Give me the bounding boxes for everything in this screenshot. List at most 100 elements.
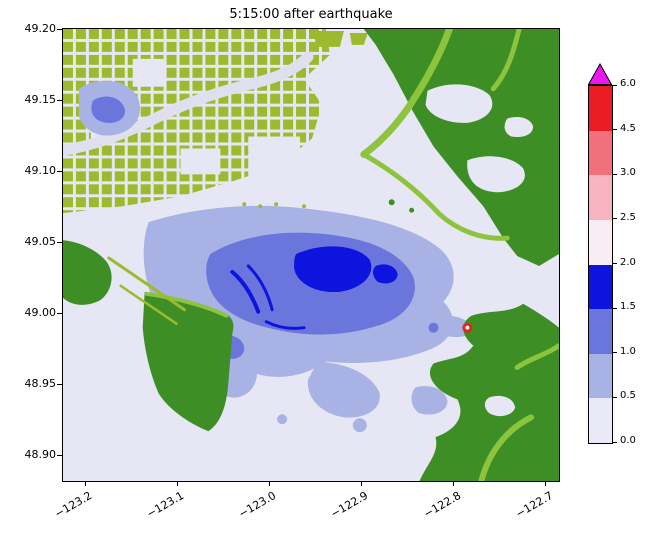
y-tick-label: 49.10 xyxy=(24,164,57,178)
jetty-2 xyxy=(119,284,178,325)
x-tick-label: −122.8 xyxy=(420,489,463,521)
river-channel xyxy=(63,51,314,156)
deep-streak-3 xyxy=(264,320,306,330)
y-tick-label: 49.15 xyxy=(24,93,57,107)
urban-hole-1 xyxy=(132,58,167,87)
y-tick-mark xyxy=(57,28,62,30)
colorbar-tick-label: 2.0 xyxy=(620,256,636,268)
bay-speck-4 xyxy=(302,204,307,209)
x-tick-mark xyxy=(452,482,454,486)
colorbar-segment xyxy=(589,175,612,220)
y-tick-mark xyxy=(57,241,62,243)
x-tick-label: −122.9 xyxy=(328,489,371,521)
peninsula-edge xyxy=(144,291,229,318)
y-tick-label: 49.05 xyxy=(24,235,57,249)
bay-speck-1 xyxy=(242,202,247,207)
mid-patch-inlet xyxy=(428,322,439,333)
colorbar-segment xyxy=(589,398,612,443)
bay-speck-5 xyxy=(388,199,395,206)
colorbar-tick-label: 1.5 xyxy=(620,301,636,313)
se-inlet xyxy=(484,395,516,417)
colorbar-extend-triangle xyxy=(588,63,613,85)
x-tick-label: −123.1 xyxy=(144,489,187,521)
x-tick-mark xyxy=(268,482,270,486)
forest-inlet-2 xyxy=(467,156,525,193)
map-canvas xyxy=(63,29,559,481)
colorbar-segment xyxy=(589,219,612,265)
peninsula-green xyxy=(142,291,234,432)
colorbar-tick-label: 0.0 xyxy=(620,435,636,446)
rivermouth-flood-mid xyxy=(91,96,126,123)
colorbar-segment xyxy=(589,264,612,310)
colorbar-tick-label: 6.0 xyxy=(620,78,636,89)
colorbar-segment xyxy=(589,130,612,176)
colorbar-tick-mark xyxy=(613,307,617,309)
y-tick-mark xyxy=(57,312,62,314)
forest-edge-band xyxy=(361,151,510,241)
shore-west-green xyxy=(63,240,112,305)
y-tick-mark xyxy=(57,454,62,456)
urban-block-b xyxy=(349,32,368,45)
y-tick-label: 48.90 xyxy=(24,448,57,462)
colorbar-tick-label: 0.5 xyxy=(620,390,636,402)
y-tick-label: 49.20 xyxy=(24,22,57,36)
se-river-1 xyxy=(478,414,535,481)
colorbar-segment xyxy=(589,86,612,131)
forest-inlet-1 xyxy=(425,84,493,123)
forest-southeast xyxy=(419,303,559,481)
y-tick-label: 49.00 xyxy=(24,306,57,320)
chart-title: 5:15:00 after earthquake xyxy=(229,7,393,22)
flood-patch-se xyxy=(411,386,448,415)
urban-block-a xyxy=(313,30,344,47)
bay-flood-deep xyxy=(294,246,372,293)
se-river-2 xyxy=(514,343,559,370)
forest-river-short xyxy=(490,29,522,92)
x-tick-mark xyxy=(84,482,86,486)
colorbar-tick-label: 4.5 xyxy=(620,122,636,134)
colorbar-tick-label: 1.0 xyxy=(620,345,636,357)
deep-streak-2 xyxy=(246,264,274,312)
x-tick-label: −123.2 xyxy=(52,489,95,521)
y-tick-mark xyxy=(57,99,62,101)
colorbar-bar xyxy=(588,85,613,444)
bay-arm-south xyxy=(307,361,380,418)
colorbar: 0.0 0.5 1.0 1.5 2.0 2.5 3.0 4.5 6.0 xyxy=(588,63,646,465)
y-tick-label: 48.95 xyxy=(24,377,57,391)
x-tick-label: −123.0 xyxy=(236,489,279,521)
colorbar-tick-label: 2.5 xyxy=(620,211,636,223)
urban-hole-4 xyxy=(248,136,301,177)
colorbar-tick-mark xyxy=(613,129,617,131)
forest-river-long xyxy=(360,29,453,158)
colorbar-tick-mark xyxy=(613,263,617,264)
colorbar-tick-mark xyxy=(613,84,617,86)
x-tick-mark xyxy=(360,482,362,486)
bay-speck-3 xyxy=(274,202,279,207)
y-tick-mark xyxy=(57,170,62,172)
bay-speck-2 xyxy=(258,204,263,209)
colorbar-tick-mark xyxy=(613,173,617,175)
colorbar-segment xyxy=(589,353,612,399)
urban-hole-2 xyxy=(180,148,221,175)
bay-speck-6 xyxy=(409,207,415,213)
flood-patch-s1 xyxy=(352,418,367,433)
flood-patch-s2 xyxy=(277,414,288,425)
colorbar-tick-mark xyxy=(613,441,617,443)
colorbar-segment xyxy=(589,309,612,354)
plot-area xyxy=(62,28,560,482)
colorbar-tick-label: 3.0 xyxy=(620,167,636,179)
colorbar-tick-mark xyxy=(613,396,617,398)
forest-northeast xyxy=(363,29,559,266)
x-tick-mark xyxy=(176,482,178,486)
colorbar-tick-mark xyxy=(613,352,617,354)
forest-inlet-3 xyxy=(504,117,534,138)
y-tick-mark xyxy=(57,383,62,385)
x-tick-label: −122.7 xyxy=(513,489,555,521)
deep-patch-2 xyxy=(372,264,398,284)
deep-streak-1 xyxy=(230,269,261,314)
gauge-marker-inner xyxy=(465,325,470,330)
map-shapes-group xyxy=(63,29,559,481)
jetty-1 xyxy=(107,256,187,312)
x-tick-mark xyxy=(544,482,546,486)
colorbar-tick-mark xyxy=(613,218,617,220)
